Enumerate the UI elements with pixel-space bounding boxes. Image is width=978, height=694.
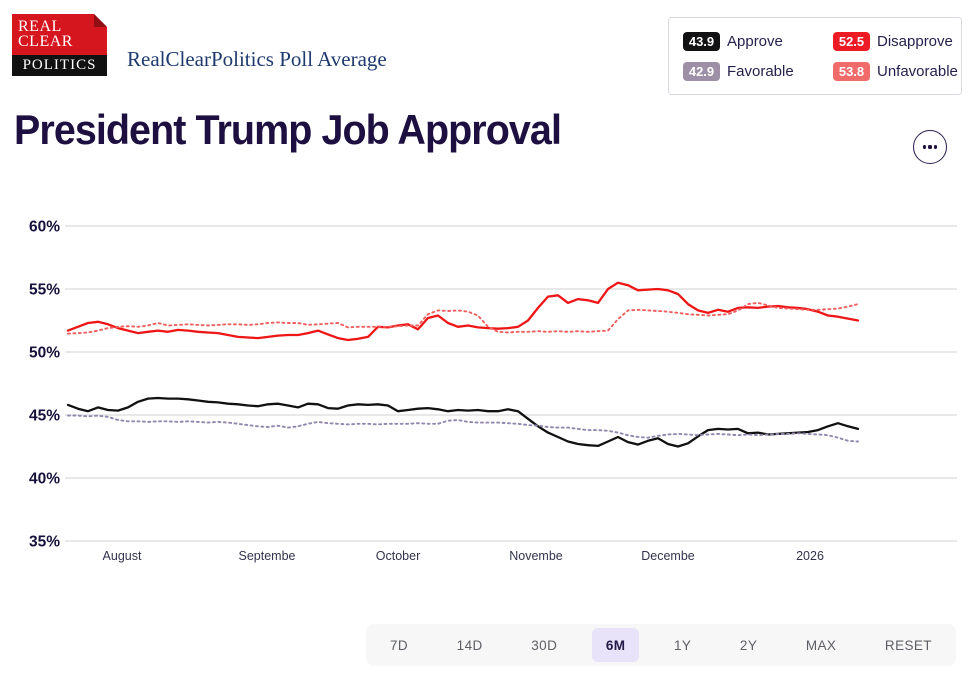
logo-text-clear: CLEAR [18,33,73,50]
range-button-6m[interactable]: 6M [591,628,640,662]
disapprove-value-badge: 52.5 [833,31,870,51]
x-tick-label: October [376,549,420,563]
ellipsis-icon [934,145,938,149]
legend-item-unfavorable[interactable]: 53.8 Unfavorable [833,61,961,81]
more-options-button[interactable] [913,130,947,164]
ellipsis-icon [928,145,932,149]
poll-trend-chart[interactable]: 60% 55% 50% 45% 40% 35% August Septembe October N… [0,190,978,590]
series-line-unfavorable [67,301,859,335]
favorable-value-badge: 42.9 [683,61,720,81]
logo-text-real: REAL [18,18,62,35]
poll-chart-svg: 60% 55% 50% 45% 40% 35% August Septembe October N… [29,219,957,563]
poll-legend: 43.9 Approve 52.5 Disapprove 42.9 Favora… [668,17,962,95]
range-button-reset[interactable]: RESET [871,628,946,662]
legend-item-favorable[interactable]: 42.9 Favorable [683,61,833,81]
disapprove-label: Disapprove [877,32,953,50]
page-title: President Trump Job Approval [14,106,562,153]
x-tick-label: 2026 [796,549,824,563]
x-tick-label: Decembe [641,549,695,563]
range-button-7d[interactable]: 7D [376,628,422,662]
rcp-logo[interactable]: REAL CLEAR POLITICS [12,14,107,76]
y-tick-label: 45% [29,408,60,425]
y-tick-label: 60% [29,219,60,236]
unfavorable-value-badge: 53.8 [833,61,870,81]
range-button-14d[interactable]: 14D [443,628,497,662]
favorable-label: Favorable [727,62,794,80]
y-tick-label: 35% [29,534,60,551]
unfavorable-label: Unfavorable [877,62,958,80]
legend-item-disapprove[interactable]: 52.5 Disapprove [833,31,961,51]
range-button-2y[interactable]: 2Y [726,628,771,662]
logo-text-politics: POLITICS [12,55,107,76]
range-button-max[interactable]: MAX [792,628,850,662]
legend-item-approve[interactable]: 43.9 Approve [683,31,833,51]
range-button-30d[interactable]: 30D [517,628,571,662]
time-range-toolbar: 7D 14D 30D 6M 1Y 2Y MAX RESET [366,624,956,666]
series-line-disapprove [66,281,860,342]
logo-fold-shadow [94,14,107,27]
y-tick-label: 55% [29,282,60,299]
ellipsis-icon [922,145,926,149]
poll-average-subtitle: RealClearPolitics Poll Average [127,47,387,71]
x-tick-label: August [103,549,142,563]
y-tick-label: 50% [29,345,60,362]
series-line-approve [66,396,860,448]
range-button-1y[interactable]: 1Y [660,628,705,662]
y-tick-label: 40% [29,471,60,488]
approve-value-badge: 43.9 [683,31,720,51]
approve-label: Approve [727,32,783,50]
series-line-favorable [67,414,859,443]
x-tick-label: Novembe [509,549,563,563]
x-tick-label: Septembe [239,549,296,563]
